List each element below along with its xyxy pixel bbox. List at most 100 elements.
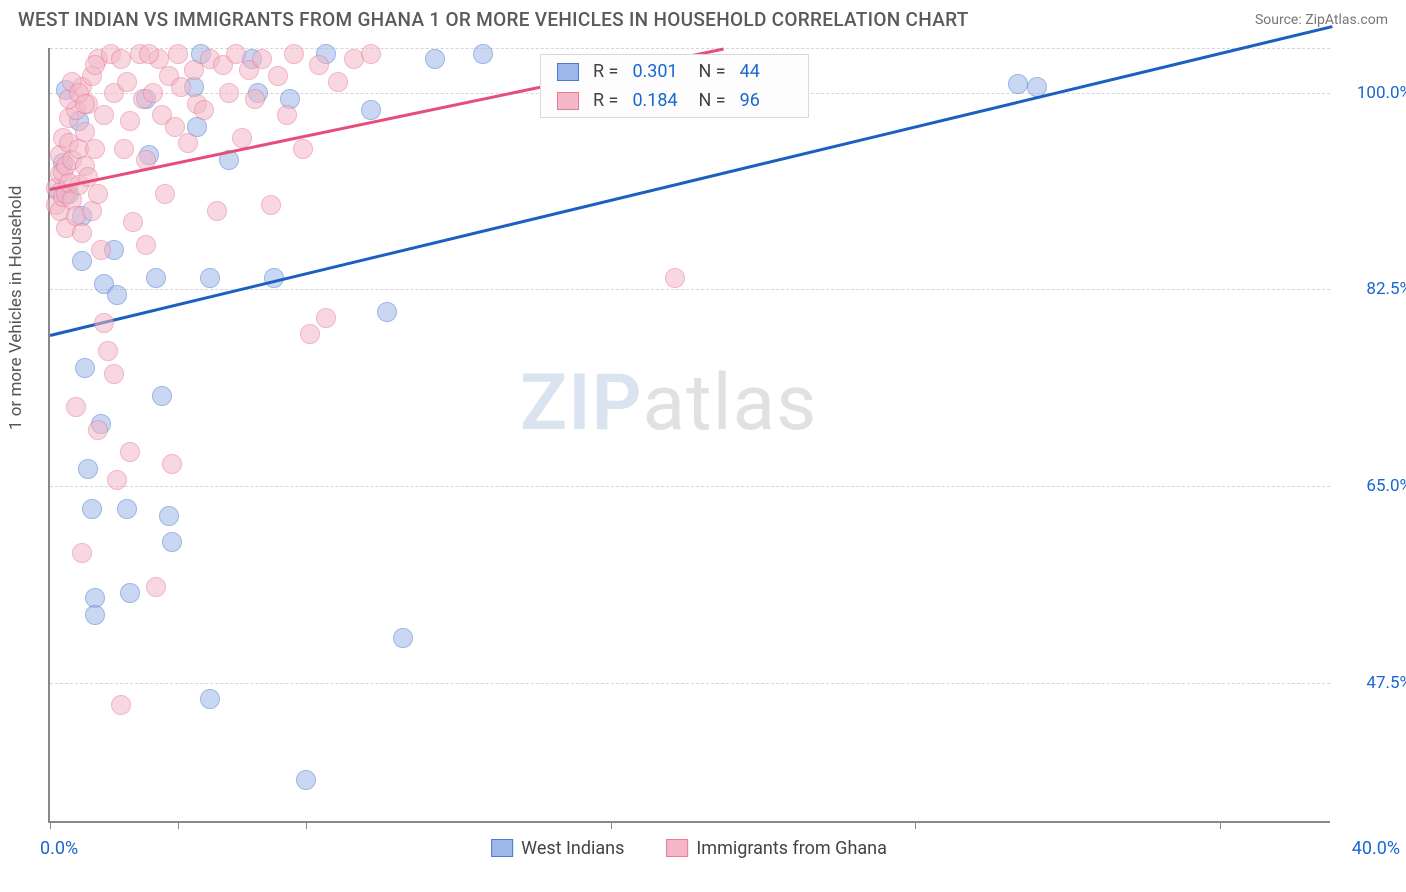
- x-tick: [178, 821, 179, 829]
- data-point: [104, 364, 124, 384]
- data-point: [120, 111, 140, 131]
- legend-item: West Indians: [491, 838, 624, 859]
- x-tick: [1220, 821, 1221, 829]
- y-tick-label: 47.5%: [1342, 673, 1406, 693]
- legend-swatch: [666, 839, 688, 857]
- data-point: [123, 212, 143, 232]
- data-point: [94, 313, 114, 333]
- data-point: [120, 442, 140, 462]
- data-point: [316, 308, 336, 328]
- grid-line: [50, 486, 1330, 487]
- data-point: [162, 532, 182, 552]
- plot-area: ZIPatlas 47.5%65.0%82.5%100.0%R =0.301N …: [48, 48, 1330, 823]
- data-point: [75, 358, 95, 378]
- legend-item: Immigrants from Ghana: [666, 838, 886, 859]
- data-point: [165, 117, 185, 137]
- x-tick: [915, 821, 916, 829]
- data-point: [277, 105, 297, 125]
- data-point: [107, 285, 127, 305]
- stats-row: R =0.184N =96: [541, 86, 808, 115]
- x-axis-max: 40.0%: [1352, 838, 1400, 859]
- x-axis-min: 0.0%: [40, 838, 78, 859]
- data-point: [232, 128, 252, 148]
- x-tick: [611, 821, 612, 829]
- data-point: [139, 44, 159, 64]
- data-point: [361, 44, 381, 64]
- data-point: [1008, 74, 1028, 94]
- legend-swatch: [557, 63, 579, 81]
- data-point: [136, 235, 156, 255]
- data-point: [171, 77, 191, 97]
- legend-label: Immigrants from Ghana: [696, 838, 886, 859]
- data-point: [120, 583, 140, 603]
- data-point: [94, 105, 114, 125]
- data-point: [425, 49, 445, 69]
- data-point: [72, 223, 92, 243]
- data-point: [293, 139, 313, 159]
- source-label: Source: ZipAtlas.com: [1255, 12, 1388, 28]
- data-point: [111, 49, 131, 69]
- data-point: [168, 44, 188, 64]
- data-point: [207, 201, 227, 221]
- data-point: [91, 240, 111, 260]
- data-point: [117, 499, 137, 519]
- data-point: [143, 83, 163, 103]
- n-value: 96: [740, 90, 792, 111]
- data-point: [146, 577, 166, 597]
- data-point: [146, 268, 166, 288]
- data-point: [309, 55, 329, 75]
- data-point: [194, 100, 214, 120]
- data-point: [88, 184, 108, 204]
- data-point: [284, 44, 304, 64]
- y-tick-label: 82.5%: [1342, 279, 1406, 299]
- data-point: [82, 499, 102, 519]
- bottom-legend: West Indians Immigrants from Ghana: [491, 838, 887, 859]
- data-point: [72, 543, 92, 563]
- x-axis-labels: 0.0% West IndiansImmigrants from Ghana 4…: [48, 838, 1330, 868]
- data-point: [300, 324, 320, 344]
- stats-legend: R =0.301N =44R =0.184N =96: [540, 54, 809, 118]
- y-tick-label: 65.0%: [1342, 476, 1406, 496]
- data-point: [66, 397, 86, 417]
- data-point: [252, 49, 272, 69]
- x-tick: [50, 821, 51, 829]
- data-point: [361, 100, 381, 120]
- legend-swatch: [557, 92, 579, 110]
- data-point: [88, 420, 108, 440]
- data-point: [328, 72, 348, 92]
- y-axis-title: 1 or more Vehicles in Household: [6, 186, 26, 430]
- data-point: [200, 268, 220, 288]
- data-point: [473, 44, 493, 64]
- data-point: [117, 72, 137, 92]
- data-point: [78, 459, 98, 479]
- plot-wrap: ZIPatlas 47.5%65.0%82.5%100.0%R =0.301N …: [48, 48, 1330, 823]
- data-point: [261, 195, 281, 215]
- legend-label: West Indians: [521, 838, 624, 859]
- data-point: [98, 341, 118, 361]
- data-point: [85, 55, 105, 75]
- r-value: 0.184: [632, 90, 684, 111]
- data-point: [111, 695, 131, 715]
- data-point: [665, 268, 685, 288]
- legend-swatch: [491, 839, 513, 857]
- data-point: [152, 386, 172, 406]
- data-point: [162, 454, 182, 474]
- y-tick-label: 100.0%: [1342, 83, 1406, 103]
- data-point: [219, 83, 239, 103]
- data-point: [72, 251, 92, 271]
- data-point: [107, 470, 127, 490]
- data-point: [155, 184, 175, 204]
- n-value: 44: [740, 61, 792, 82]
- data-point: [200, 689, 220, 709]
- x-tick: [306, 821, 307, 829]
- title-bar: WEST INDIAN VS IMMIGRANTS FROM GHANA 1 O…: [0, 0, 1406, 35]
- data-point: [377, 302, 397, 322]
- source-name: ZipAtlas.com: [1305, 12, 1388, 28]
- data-point: [296, 770, 316, 790]
- data-point: [178, 133, 198, 153]
- grid-line: [50, 683, 1330, 684]
- chart-title: WEST INDIAN VS IMMIGRANTS FROM GHANA 1 O…: [18, 8, 969, 31]
- data-point: [159, 506, 179, 526]
- data-point: [114, 139, 134, 159]
- data-point: [245, 89, 265, 109]
